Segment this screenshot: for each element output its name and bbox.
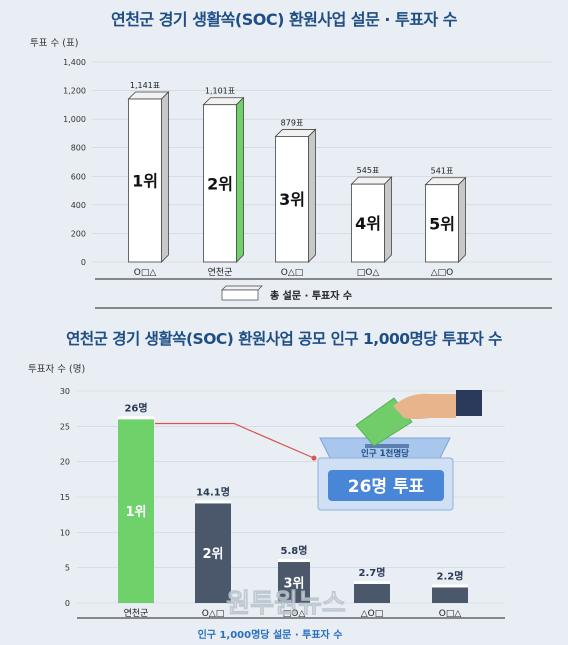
bar-side-face bbox=[384, 176, 392, 263]
y-tick-label: 10 bbox=[60, 528, 70, 537]
x-tick-label: O□△ bbox=[134, 268, 157, 278]
bar-cap bbox=[432, 584, 468, 588]
bar-side-face bbox=[161, 91, 169, 263]
data-label: 26명 bbox=[124, 401, 147, 414]
bar-cap bbox=[195, 500, 231, 504]
x-tick-label: □O△ bbox=[283, 609, 306, 619]
rank-label: 2위 bbox=[207, 174, 233, 193]
y-tick-label: 1,000 bbox=[63, 115, 86, 124]
legend-swatch-top bbox=[221, 285, 263, 291]
bar-cap bbox=[278, 559, 310, 563]
bar-side-face bbox=[458, 176, 466, 263]
bar-group bbox=[127, 91, 170, 263]
y-tick-label: 1,200 bbox=[63, 87, 86, 96]
y-tick-label: 0 bbox=[81, 258, 86, 267]
rank-label: 2위 bbox=[202, 547, 223, 562]
data-label: 541표 bbox=[431, 167, 454, 176]
callout-badge bbox=[328, 470, 444, 501]
x-tick-label: △O□ bbox=[361, 609, 384, 619]
bar-cap bbox=[118, 416, 154, 420]
data-label: 1,101표 bbox=[205, 87, 235, 96]
data-label: 1,141표 bbox=[130, 81, 160, 90]
rank-label: 1위 bbox=[125, 505, 146, 520]
data-label: 2.2명 bbox=[437, 569, 464, 582]
callout-label: 인구 1천명당 bbox=[361, 448, 409, 459]
y-tick-label: 15 bbox=[60, 493, 70, 502]
callout-value: 26명 투표 bbox=[348, 477, 425, 497]
bar-group bbox=[424, 176, 467, 263]
rank-label: 5위 bbox=[429, 214, 455, 233]
y-tick-label: 25 bbox=[60, 422, 70, 431]
ballot-slot bbox=[365, 444, 409, 448]
bar bbox=[354, 583, 390, 603]
bar-cap bbox=[354, 580, 390, 584]
y-tick-label: 20 bbox=[60, 458, 70, 467]
bar bbox=[425, 184, 459, 263]
data-label: 545표 bbox=[357, 166, 380, 175]
data-label: 879표 bbox=[281, 118, 304, 127]
bar bbox=[128, 98, 162, 263]
bar bbox=[351, 183, 385, 263]
watermark: 원투원뉴스 bbox=[226, 589, 346, 619]
x-tick-label: 연천군 bbox=[208, 267, 233, 278]
bar bbox=[278, 562, 310, 603]
bar-side-face bbox=[236, 96, 244, 263]
y-tick-label: 5 bbox=[65, 564, 70, 573]
sleeve-icon bbox=[456, 390, 482, 416]
rank-label: 1위 bbox=[132, 172, 158, 191]
rank-label: 3위 bbox=[283, 577, 304, 592]
rank-label: 3위 bbox=[279, 190, 305, 209]
bar bbox=[118, 419, 154, 603]
connector-line bbox=[155, 422, 315, 459]
legend-label: 인구 1,000명당 설문 · 투표자 수 bbox=[198, 628, 343, 641]
hand-icon bbox=[393, 393, 456, 419]
bar-group bbox=[274, 128, 317, 263]
x-tick-label: 연천군 bbox=[124, 608, 149, 619]
chart1-title: 연천군 경기 생활쏙(SOC) 환원사업 설문 · 투표자 수 bbox=[110, 10, 458, 29]
bar bbox=[195, 503, 231, 603]
data-label: 5.8명 bbox=[281, 544, 308, 557]
x-tick-label: □O△ bbox=[357, 268, 380, 278]
chart2-title: 연천군 경기 생활쏙(SOC) 환원사업 공모 인구 1,000명당 투표자 수 bbox=[66, 330, 502, 348]
bar bbox=[275, 136, 309, 263]
y-tick-label: 1,400 bbox=[63, 58, 86, 67]
y-axis-label: 투표 수 (표) bbox=[30, 38, 78, 49]
y-tick-label: 0 bbox=[65, 599, 70, 608]
bar-group bbox=[202, 96, 245, 263]
x-tick-label: O△□ bbox=[281, 268, 304, 278]
y-tick-label: 30 bbox=[60, 387, 70, 396]
data-label: 14.1명 bbox=[196, 485, 230, 498]
y-tick-label: 200 bbox=[71, 229, 86, 238]
y-axis-label: 투표자 수 (명) bbox=[28, 364, 85, 375]
y-tick-label: 600 bbox=[71, 172, 86, 181]
rank-label: 4위 bbox=[355, 214, 381, 233]
x-tick-label: △□O bbox=[431, 268, 454, 278]
bar bbox=[203, 104, 237, 263]
bar-side-face bbox=[308, 128, 316, 263]
connector-dot bbox=[311, 455, 317, 461]
bar bbox=[432, 587, 468, 603]
legend-label: 총 설문 · 투표자 수 bbox=[270, 289, 352, 302]
data-label: 2.7명 bbox=[359, 566, 386, 579]
bar-group bbox=[350, 176, 393, 263]
x-tick-label: O△□ bbox=[202, 609, 225, 619]
y-tick-label: 400 bbox=[71, 201, 86, 210]
y-tick-label: 800 bbox=[71, 144, 86, 153]
x-tick-label: O□△ bbox=[439, 609, 462, 619]
legend-swatch bbox=[221, 289, 259, 301]
